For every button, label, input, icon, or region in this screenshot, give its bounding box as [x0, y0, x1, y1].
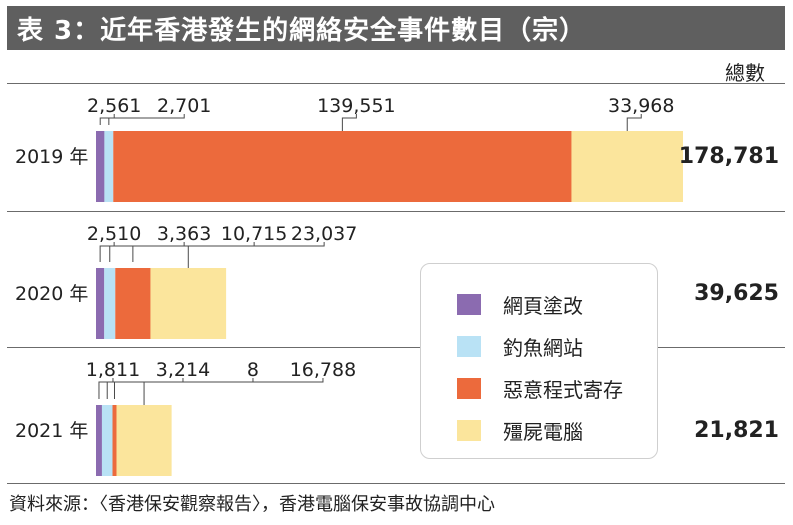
- leader-line-defacement: [99, 242, 115, 262]
- value-label-malware: 8: [247, 359, 259, 381]
- leader-line-defacement: [98, 378, 114, 399]
- bar-defacement: [96, 405, 102, 476]
- legend-label-defacement: 網頁塗改: [503, 294, 583, 318]
- bar-phishing: [101, 405, 113, 476]
- legend-label-botnet: 殭屍電腦: [503, 420, 583, 444]
- divider-row-2: [7, 347, 785, 348]
- legend-item-phishing: 釣魚網站: [457, 332, 583, 361]
- legend-swatch-phishing: [457, 336, 481, 357]
- legend-item-defacement: 網頁塗改: [457, 290, 583, 319]
- value-label-botnet: 33,968: [608, 95, 674, 117]
- divider-bottom: [7, 483, 785, 484]
- total-value: 178,781: [679, 144, 779, 169]
- bar-defacement: [96, 268, 105, 339]
- value-label-phishing: 3,214: [156, 359, 210, 381]
- leader-line-malware: [113, 378, 254, 399]
- legend-swatch-botnet: [457, 420, 481, 441]
- value-label-defacement: 2,561: [87, 95, 141, 117]
- year-label: 2020 年: [15, 283, 88, 305]
- divider-top: [7, 83, 785, 84]
- value-label-phishing: 3,363: [157, 223, 211, 245]
- bar-botnet: [571, 131, 683, 202]
- bar-phishing: [104, 131, 114, 202]
- legend-label-phishing: 釣魚網站: [503, 336, 583, 360]
- bar-malware: [112, 405, 117, 476]
- divider-row-1: [7, 211, 785, 212]
- leader-line-phishing: [108, 114, 185, 125]
- value-label-botnet: 16,788: [290, 359, 356, 381]
- leader-line-phishing: [109, 242, 185, 262]
- value-label-phishing: 2,701: [157, 95, 211, 117]
- bar-malware: [113, 131, 572, 202]
- chart-title: 表 3：近年香港發生的網絡安全事件數目（宗）: [7, 6, 785, 50]
- year-label: 2019 年: [15, 146, 88, 168]
- bar-malware: [115, 268, 151, 339]
- legend-swatch-malware: [457, 378, 481, 399]
- legend-label-malware: 惡意程式寄存: [503, 378, 623, 402]
- leader-line-defacement: [99, 114, 115, 125]
- value-label-defacement: 1,811: [86, 359, 140, 381]
- bar-phishing: [104, 268, 116, 339]
- legend-swatch-defacement: [457, 294, 481, 315]
- value-label-botnet: 23,037: [291, 223, 357, 245]
- total-value: 21,821: [694, 418, 779, 443]
- bar-botnet: [116, 405, 172, 476]
- leader-line-phishing: [106, 378, 184, 399]
- year-label: 2021 年: [15, 420, 88, 442]
- value-label-malware: 10,715: [221, 223, 287, 245]
- legend: 網頁塗改 釣魚網站 惡意程式寄存 殭屍電腦: [420, 263, 658, 459]
- legend-item-malware: 惡意程式寄存: [457, 374, 623, 403]
- value-label-defacement: 2,510: [87, 223, 141, 245]
- total-column-header: 總數: [725, 61, 765, 85]
- total-value: 39,625: [694, 281, 779, 306]
- value-label-malware: 139,551: [317, 95, 396, 117]
- source-note: 資料來源：〈香港保安觀察報告〉，香港電腦保安事故協調中心: [9, 494, 495, 515]
- bar-botnet: [150, 268, 227, 339]
- bar-defacement: [96, 131, 105, 202]
- legend-item-botnet: 殭屍電腦: [457, 416, 583, 445]
- leader-line-malware: [132, 242, 255, 262]
